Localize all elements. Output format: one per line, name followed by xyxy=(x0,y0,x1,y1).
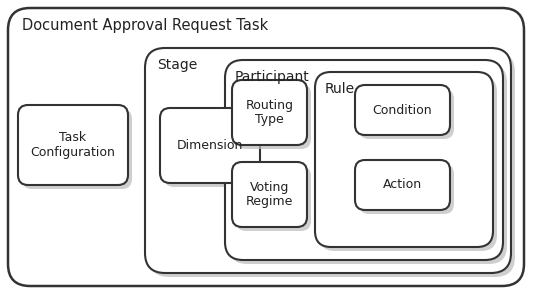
Text: Action: Action xyxy=(383,179,422,192)
Text: Routing
Type: Routing Type xyxy=(246,99,294,126)
Text: Participant: Participant xyxy=(235,70,310,84)
FancyBboxPatch shape xyxy=(225,60,503,260)
FancyBboxPatch shape xyxy=(355,85,450,135)
FancyBboxPatch shape xyxy=(149,52,515,277)
Text: Task
Configuration: Task Configuration xyxy=(30,131,115,159)
Text: Voting
Regime: Voting Regime xyxy=(246,181,293,209)
FancyBboxPatch shape xyxy=(359,164,454,214)
FancyBboxPatch shape xyxy=(315,72,493,247)
FancyBboxPatch shape xyxy=(359,89,454,139)
FancyBboxPatch shape xyxy=(232,162,307,227)
Text: Dimension: Dimension xyxy=(177,139,243,152)
FancyBboxPatch shape xyxy=(22,109,132,189)
Text: Rule: Rule xyxy=(325,82,355,96)
FancyBboxPatch shape xyxy=(145,48,511,273)
FancyBboxPatch shape xyxy=(8,8,524,286)
FancyBboxPatch shape xyxy=(18,105,128,185)
FancyBboxPatch shape xyxy=(164,112,264,187)
FancyBboxPatch shape xyxy=(319,76,497,251)
FancyBboxPatch shape xyxy=(236,84,311,149)
FancyBboxPatch shape xyxy=(236,166,311,231)
FancyBboxPatch shape xyxy=(160,108,260,183)
FancyBboxPatch shape xyxy=(229,64,507,264)
Text: Stage: Stage xyxy=(157,58,197,72)
Text: Document Approval Request Task: Document Approval Request Task xyxy=(22,18,268,33)
FancyBboxPatch shape xyxy=(232,80,307,145)
Text: Condition: Condition xyxy=(373,103,433,117)
FancyBboxPatch shape xyxy=(355,160,450,210)
